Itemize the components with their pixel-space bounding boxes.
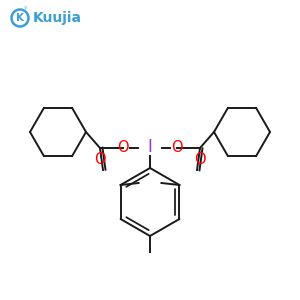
Text: O: O <box>117 140 129 154</box>
Text: °: ° <box>23 8 27 14</box>
Text: K: K <box>16 13 24 23</box>
Text: O: O <box>94 152 106 167</box>
Text: Kuujia: Kuujia <box>32 11 82 25</box>
Text: O: O <box>194 152 206 167</box>
Text: O: O <box>171 140 183 154</box>
Text: I: I <box>148 138 152 156</box>
